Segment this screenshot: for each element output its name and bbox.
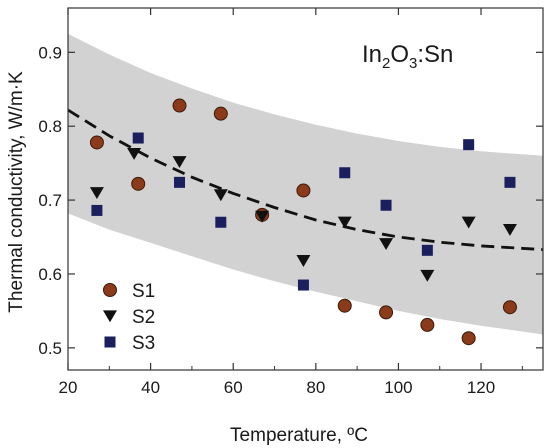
point-s2-5 [255,210,270,223]
point-s3-2 [132,132,144,144]
point-s2-1 [89,187,104,199]
y-tick-label-1: 0.6 [38,265,62,284]
point-s1-10 [461,331,476,346]
point-s3-10 [504,176,516,188]
point-s2-3 [172,156,187,168]
x-tick-label-120: 120 [467,378,495,397]
point-s2-9 [420,269,435,282]
point-s1-4 [213,106,228,121]
y-tick-label-3: 0.8 [38,117,62,136]
point-s3-6 [339,167,351,179]
point-s3-1 [91,204,103,216]
x-tick-label-40: 40 [141,378,160,397]
point-s3-8 [421,244,433,256]
point-s1-8 [379,305,394,320]
point-s1-7 [337,298,352,313]
legend-label-s2: S2 [132,307,155,328]
point-s2-7 [337,216,352,229]
y-tick-label-4: 0.9 [38,43,62,62]
legend-label-s3: S3 [132,333,155,354]
legend-marker-s1 [103,283,117,297]
point-s2-2 [127,147,142,160]
point-s1-2 [131,176,146,191]
x-tick-label-20: 20 [59,378,78,397]
x-tick-label-80: 80 [306,378,325,397]
point-s2-4 [213,189,228,202]
x-tick-label-100: 100 [384,378,412,397]
plot-frame [67,7,544,371]
x-axis-label: Temperature, ºC [230,425,368,446]
trend-line-layer [67,108,544,251]
point-s1-9 [420,317,435,332]
legend-label-s1: S1 [132,281,155,302]
point-s2-11 [502,224,517,236]
axes-layer: 20 40 60 80 100 120 0.5 0.6 0.7 0.8 0.9 [38,7,544,397]
legend-marker-s2 [103,310,117,323]
point-s3-7 [380,199,392,211]
point-s2-6 [296,255,311,267]
point-s2-8 [379,238,394,250]
x-tick-label-60: 60 [224,378,243,397]
point-s1-6 [296,183,311,198]
point-s3-3 [174,176,186,188]
point-s2-10 [461,216,476,229]
point-s1-3 [172,98,187,113]
y-axis-label: Thermal conductivity, W/m·K [6,71,27,313]
point-s3-5 [297,279,309,291]
legend-marker-s3 [104,336,116,348]
point-s3-9 [463,139,475,151]
legend: S1 S2 S3 [103,281,155,354]
y-tick-label-2: 0.7 [38,191,62,210]
material-annotation: In2O3:Sn [362,41,453,72]
y-tick-label-0: 0.5 [38,339,62,358]
point-s1-1 [89,135,104,150]
data-points-layer [89,98,517,346]
point-s3-4 [215,216,227,228]
trend-line [67,108,544,251]
point-s1-11 [502,300,517,315]
